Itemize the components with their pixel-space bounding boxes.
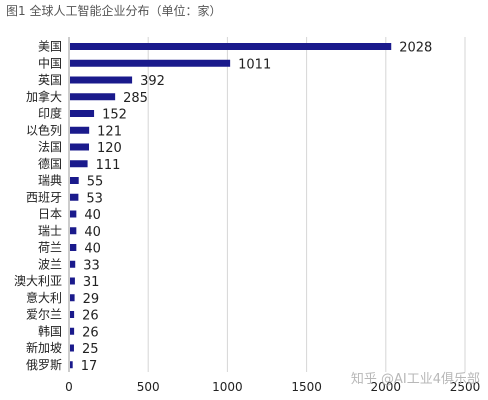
bar (70, 227, 77, 235)
category-label: 中国 (38, 55, 62, 70)
category-label: 澳大利亚 (14, 274, 62, 288)
category-label: 俄罗斯 (26, 358, 62, 372)
value-label: 120 (97, 141, 122, 156)
x-tick-label: 0 (65, 380, 73, 394)
category-label: 韩国 (38, 323, 62, 338)
bar (70, 160, 88, 168)
value-label: 2028 (399, 41, 432, 56)
category-label: 美国 (38, 40, 62, 54)
x-tick-label: 500 (137, 380, 160, 394)
bar (70, 110, 95, 117)
value-label: 40 (84, 225, 101, 240)
watermark-text: 知乎 @AI工业4俱乐部 (350, 372, 480, 387)
category-label: 瑞典 (38, 174, 62, 188)
value-label: 33 (83, 258, 100, 273)
value-label: 121 (97, 124, 122, 139)
value-label: 1011 (238, 57, 271, 72)
category-label: 以色列 (26, 123, 62, 137)
x-tick-label: 2000 (371, 380, 402, 394)
x-tick-label: 2500 (450, 380, 481, 394)
value-label: 285 (123, 91, 148, 106)
value-label: 40 (84, 242, 101, 257)
category-label: 法国 (38, 140, 62, 154)
bar (70, 59, 231, 67)
value-label: 17 (81, 359, 98, 374)
value-label: 55 (87, 175, 104, 190)
value-label: 26 (82, 309, 99, 324)
value-labels: 2028101139228515212112011155534040403331… (81, 41, 433, 374)
bar (70, 277, 75, 285)
value-label: 26 (82, 325, 99, 340)
category-label: 波兰 (38, 257, 62, 271)
category-label: 印度 (38, 106, 62, 121)
bar (70, 43, 392, 50)
bar (70, 76, 133, 84)
category-label: 瑞士 (38, 224, 62, 238)
value-label: 31 (83, 275, 100, 290)
bar (70, 260, 76, 268)
bar (70, 361, 73, 369)
bar (70, 294, 75, 302)
value-label: 40 (84, 208, 101, 223)
bar (70, 210, 77, 218)
value-label: 29 (83, 292, 100, 307)
bar (70, 93, 116, 101)
bars (70, 43, 392, 369)
x-tick-label: 1500 (291, 380, 322, 394)
grid-lines (68, 37, 466, 372)
chart-title: 图1 全球人工智能企业分布（单位：家） (6, 4, 222, 18)
bar (70, 193, 79, 201)
value-label: 53 (86, 191, 103, 206)
x-tick-label: 1000 (212, 380, 243, 394)
bar (70, 143, 90, 151)
value-label: 152 (102, 108, 127, 123)
category-label: 新加坡 (26, 340, 62, 355)
value-label: 111 (96, 158, 121, 173)
category-label: 德国 (38, 156, 62, 171)
category-labels: 美国中国英国加拿大印度以色列法国德国瑞典西班牙日本瑞士荷兰波兰澳大利亚意大利爱尔… (14, 40, 62, 372)
bar (70, 344, 74, 352)
value-label: 25 (82, 342, 99, 357)
category-label: 西班牙 (26, 190, 62, 204)
category-label: 荷兰 (38, 241, 62, 255)
bar (70, 126, 90, 134)
bar (70, 327, 75, 335)
bar (70, 244, 77, 251)
category-label: 爱尔兰 (26, 307, 62, 322)
category-label: 日本 (38, 207, 62, 221)
bar (70, 311, 75, 318)
category-label: 英国 (38, 73, 62, 87)
value-label: 392 (140, 74, 165, 89)
x-tick-labels: 0 500 1000 1500 2000 2500 (65, 380, 480, 394)
category-label: 意大利 (26, 290, 62, 305)
category-label: 加拿大 (26, 89, 62, 104)
bar (70, 177, 79, 184)
